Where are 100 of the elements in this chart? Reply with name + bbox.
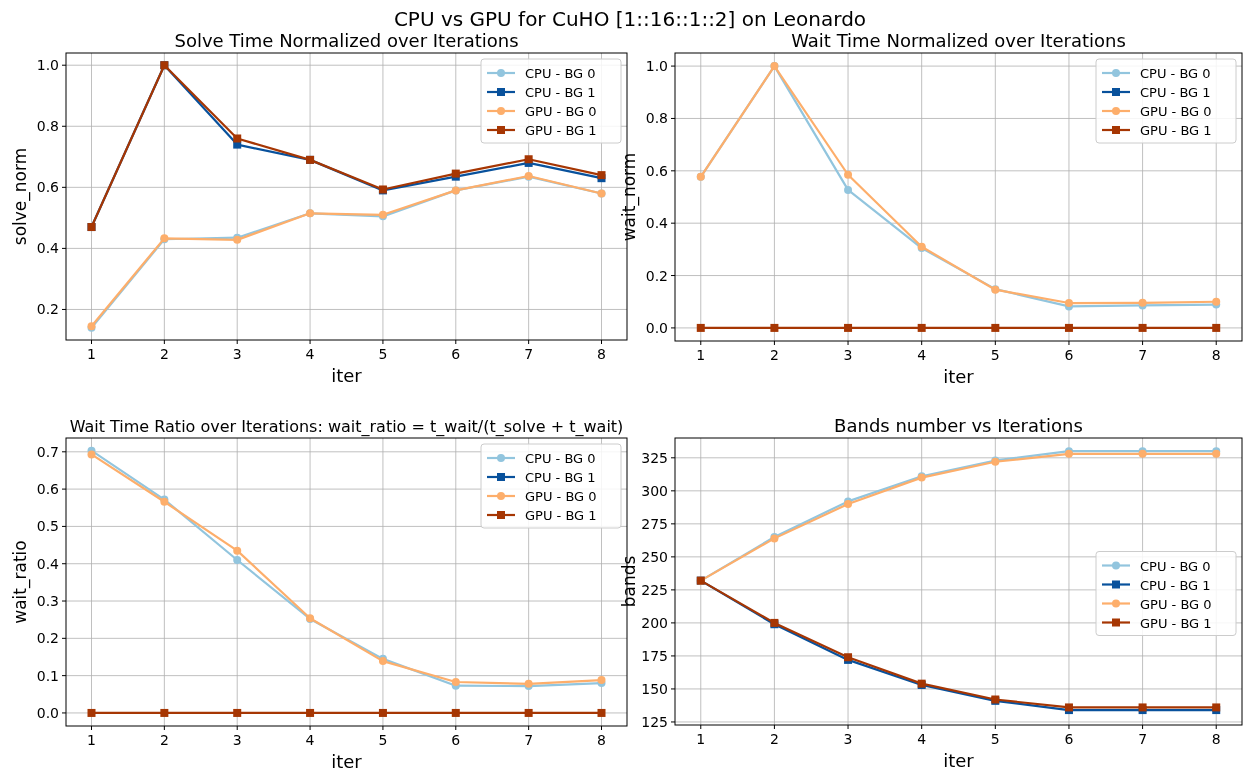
x-axis-title: iter <box>331 365 363 386</box>
y-tick-label: 0.6 <box>36 481 60 498</box>
legend-label: CPU - BG 0 <box>1140 66 1211 81</box>
legend-label: CPU - BG 0 <box>1140 558 1211 574</box>
y-tick-label: 325 <box>641 449 668 466</box>
y-tick-label: 0.0 <box>36 704 59 721</box>
point <box>160 708 169 717</box>
y-tick-label: 0.4 <box>36 240 60 257</box>
y-tick-label: 0.6 <box>36 179 60 196</box>
y-tick-label: 150 <box>641 680 668 697</box>
point <box>306 708 315 717</box>
x-tick-label: 5 <box>990 731 1000 747</box>
x-tick-label: 4 <box>917 731 927 747</box>
point <box>844 323 853 332</box>
x-tick-label: 8 <box>1211 731 1221 747</box>
point <box>597 708 606 717</box>
chart-title: Wait Time Ratio over Iterations: wait_ratio = t_wait/(t_solve + t_wait) <box>69 417 624 437</box>
legend-label: GPU - BG 0 <box>1140 596 1212 612</box>
legend-label: CPU - BG 1 <box>525 85 596 100</box>
point <box>233 546 242 555</box>
point <box>917 323 926 332</box>
x-tick-label: 8 <box>597 732 606 748</box>
legend-label: GPU - BG 1 <box>525 508 597 523</box>
x-tick-label: 1 <box>696 731 706 747</box>
legend-label: GPU - BG 1 <box>1140 123 1212 138</box>
x-tick-label: 5 <box>990 347 1000 363</box>
legend-label: GPU - BG 1 <box>525 123 597 138</box>
y-tick-label: 0.7 <box>36 443 59 460</box>
point <box>1212 323 1221 332</box>
y-tick-label: 0.2 <box>645 267 668 284</box>
x-axis-title: iter <box>943 750 975 771</box>
point <box>524 708 533 717</box>
legend-label: GPU - BG 0 <box>1140 104 1212 119</box>
x-tick-label: 5 <box>378 732 388 748</box>
x-tick-label: 3 <box>843 347 853 363</box>
point <box>770 323 779 332</box>
x-tick-label: 2 <box>159 732 169 748</box>
chart-title: Bands number vs Iterations <box>834 415 1083 436</box>
x-tick-label: 6 <box>451 732 461 748</box>
y-tick-label: 0.2 <box>36 630 59 647</box>
y-axis-title: wait_ratio <box>10 540 31 624</box>
point <box>451 708 460 717</box>
point <box>87 450 96 459</box>
x-tick-label: 6 <box>1064 731 1074 747</box>
x-tick-label: 7 <box>1138 731 1148 747</box>
x-tick-label: 4 <box>305 732 315 748</box>
y-tick-label: 0.4 <box>36 555 60 572</box>
legend-label: CPU - BG 1 <box>1140 85 1211 100</box>
x-tick-label: 1 <box>87 732 96 748</box>
y-tick-label: 0.1 <box>36 667 59 684</box>
x-tick-label: 2 <box>769 731 779 747</box>
y-tick-label: 1.0 <box>645 58 668 75</box>
legend-label: GPU - BG 1 <box>1140 615 1212 631</box>
y-tick-label: 0.5 <box>36 518 59 535</box>
point <box>1064 323 1073 332</box>
text: CPU vs GPU for CuHO [1::16::1::2] on Leonardo <box>393 7 867 31</box>
legend-label: CPU - BG 0 <box>525 66 596 81</box>
y-tick-label: 225 <box>641 581 668 598</box>
legend-label: CPU - BG 0 <box>525 451 596 466</box>
y-tick-label: 250 <box>641 548 668 565</box>
point <box>844 170 853 179</box>
x-tick-label: 7 <box>524 346 534 362</box>
x-tick-label: 1 <box>696 347 706 363</box>
point <box>87 708 96 717</box>
y-tick-label: 0.0 <box>645 319 668 336</box>
x-tick-label: 7 <box>524 732 534 748</box>
legend-label: CPU - BG 1 <box>525 470 596 485</box>
y-tick-label: 175 <box>641 647 668 664</box>
x-tick-label: 6 <box>1064 347 1074 363</box>
point <box>844 185 853 194</box>
y-axis-title: wait_norm <box>619 152 640 242</box>
point <box>233 708 242 717</box>
x-tick-label: 1 <box>87 346 96 362</box>
y-axis-title: solve_norm <box>10 147 31 246</box>
x-tick-label: 4 <box>305 346 315 362</box>
y-tick-label: 125 <box>641 713 668 730</box>
y-axis-title: bands <box>619 555 639 608</box>
x-tick-label: 3 <box>232 732 242 748</box>
point <box>696 323 705 332</box>
x-tick-label: 8 <box>597 346 606 362</box>
y-tick-label: 1.0 <box>36 57 59 74</box>
x-tick-label: 3 <box>232 346 242 362</box>
x-tick-label: 3 <box>843 731 853 747</box>
legend-label: GPU - BG 0 <box>525 489 597 504</box>
point <box>233 555 242 564</box>
legend-label: GPU - BG 0 <box>525 104 597 119</box>
x-tick-label: 2 <box>769 347 779 363</box>
y-tick-label: 200 <box>641 614 668 631</box>
x-axis-title: iter <box>331 751 363 772</box>
y-tick-label: 0.6 <box>645 162 669 179</box>
x-tick-label: 6 <box>451 346 461 362</box>
x-tick-label: 4 <box>917 347 927 363</box>
point <box>233 134 242 143</box>
x-tick-label: 7 <box>1138 347 1148 363</box>
x-tick-label: 8 <box>1211 347 1221 363</box>
x-tick-label: 2 <box>159 346 169 362</box>
chart-title: Wait Time Normalized over Iterations <box>791 30 1126 51</box>
x-tick-label: 5 <box>378 346 388 362</box>
y-tick-label: 0.8 <box>645 110 668 127</box>
y-tick-label: 0.2 <box>36 301 59 318</box>
